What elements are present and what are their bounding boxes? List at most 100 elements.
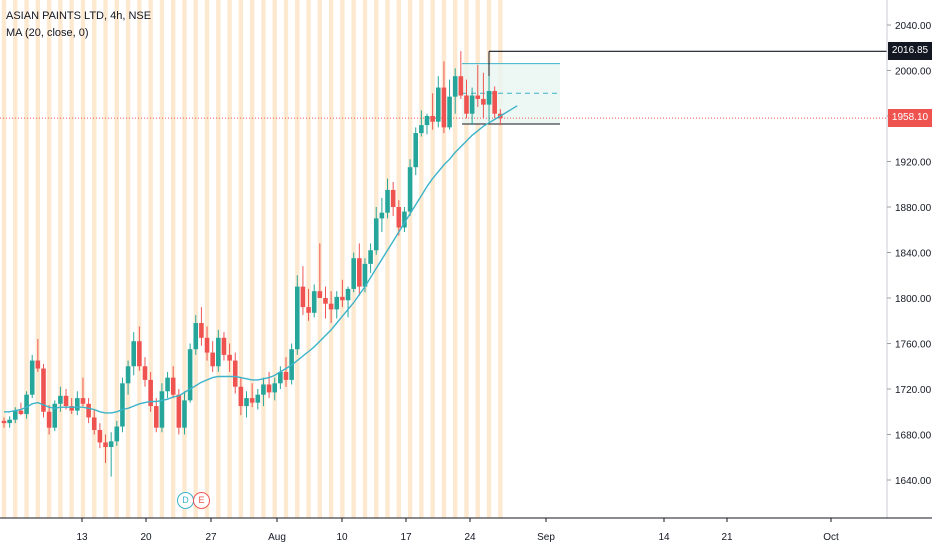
candle-body[interactable] (317, 291, 323, 298)
price-tick-label: 1640.00 (895, 476, 932, 487)
candle-body[interactable] (216, 337, 221, 367)
candle-body[interactable] (12, 410, 18, 420)
candle-body[interactable] (311, 291, 317, 313)
candle-body[interactable] (125, 366, 131, 384)
candle-body[interactable] (255, 394, 261, 403)
candle-body[interactable] (142, 366, 148, 380)
candle-body[interactable] (238, 386, 244, 407)
candle-body[interactable] (131, 341, 137, 367)
candle-body[interactable] (86, 403, 91, 418)
candle-body[interactable] (227, 354, 232, 361)
candle-body[interactable] (385, 189, 390, 213)
candle-body[interactable] (328, 303, 334, 310)
candle-body[interactable] (340, 296, 345, 301)
candle-body[interactable] (170, 377, 176, 395)
candle-body[interactable] (46, 411, 52, 428)
candle-body[interactable] (204, 337, 210, 353)
candle-body[interactable] (199, 323, 204, 338)
candle-body[interactable] (452, 76, 458, 97)
price-tick-label: 1680.00 (895, 431, 932, 442)
candle-body[interactable] (148, 379, 153, 407)
candle-body[interactable] (419, 125, 424, 134)
candle-body[interactable] (407, 167, 413, 212)
candle-body[interactable] (103, 442, 108, 448)
candle-body[interactable] (108, 441, 114, 448)
candle-body[interactable] (345, 288, 351, 301)
moving-average-line[interactable] (4, 105, 518, 414)
candle-body[interactable] (210, 352, 215, 367)
session-stripe (114, 0, 119, 518)
last-price-label: 1958.10 (888, 109, 932, 127)
session-stripe (58, 0, 63, 518)
candle-body[interactable] (159, 391, 165, 428)
candle-body[interactable] (249, 398, 255, 403)
dividend-marker[interactable]: D (177, 492, 194, 509)
candle-body[interactable] (193, 323, 199, 350)
candle-body[interactable] (80, 398, 86, 404)
candle-body[interactable] (91, 417, 97, 430)
candle-body[interactable] (35, 360, 41, 369)
candle-body[interactable] (357, 258, 362, 287)
candle-body[interactable] (300, 286, 306, 308)
candle-body[interactable] (390, 189, 396, 207)
candle-body[interactable] (244, 398, 249, 407)
candle-body[interactable] (430, 116, 435, 122)
candle-body[interactable] (63, 395, 69, 407)
candle-body[interactable] (24, 394, 29, 415)
candle-body[interactable] (232, 360, 238, 387)
candle-body[interactable] (379, 212, 385, 219)
candle-body[interactable] (187, 349, 193, 401)
range-box (462, 63, 560, 124)
candle-body[interactable] (283, 371, 289, 380)
candle-body[interactable] (69, 406, 74, 411)
candle-body[interactable] (492, 90, 497, 114)
candle-body[interactable] (41, 368, 46, 412)
earnings-marker[interactable]: E (193, 492, 210, 509)
candle-body[interactable] (469, 95, 475, 114)
candle-body[interactable] (396, 207, 402, 228)
candle-body[interactable] (29, 360, 35, 395)
indicator-label[interactable]: MA (20, close, 0) (6, 27, 89, 39)
candle-body[interactable] (486, 90, 492, 105)
candle-body[interactable] (278, 371, 283, 384)
candle-body[interactable] (373, 218, 379, 251)
candle-body[interactable] (402, 211, 407, 228)
candle-body[interactable] (165, 377, 170, 392)
candle-body[interactable] (114, 426, 120, 442)
candle-body[interactable] (137, 341, 142, 367)
symbol-title[interactable]: ASIAN PAINTS LTD, 4h, NSE (6, 10, 152, 22)
candle-body[interactable] (424, 116, 430, 126)
candle-body[interactable] (97, 429, 103, 443)
candle-body[interactable] (261, 384, 266, 395)
candle-body[interactable] (362, 263, 368, 287)
candle-body[interactable] (481, 98, 486, 105)
candle-body[interactable] (351, 258, 356, 289)
candle-body[interactable] (18, 410, 24, 415)
candle-body[interactable] (52, 403, 58, 428)
candle-body[interactable] (153, 406, 159, 428)
candle-body[interactable] (413, 133, 419, 168)
candle-body[interactable] (58, 395, 63, 404)
candle-body[interactable] (464, 95, 469, 114)
candle-body[interactable] (1, 420, 7, 424)
candle-body[interactable] (435, 87, 441, 122)
candle-body[interactable] (221, 337, 227, 355)
candle-body[interactable] (441, 87, 447, 128)
candle-body[interactable] (475, 95, 481, 99)
candle-body[interactable] (120, 383, 125, 427)
candle-body[interactable] (182, 400, 187, 428)
candle-body[interactable] (334, 296, 340, 310)
candle-body[interactable] (368, 250, 373, 264)
candle-body[interactable] (447, 96, 452, 128)
candle-body[interactable] (176, 394, 182, 428)
candle-body[interactable] (294, 286, 300, 350)
candle-body[interactable] (272, 383, 278, 393)
candle-body[interactable] (306, 307, 311, 313)
candle-body[interactable] (458, 76, 464, 96)
candle-body[interactable] (323, 298, 328, 304)
candle-body[interactable] (75, 398, 80, 411)
candle-body[interactable] (7, 419, 12, 424)
candle-body[interactable] (266, 384, 272, 393)
